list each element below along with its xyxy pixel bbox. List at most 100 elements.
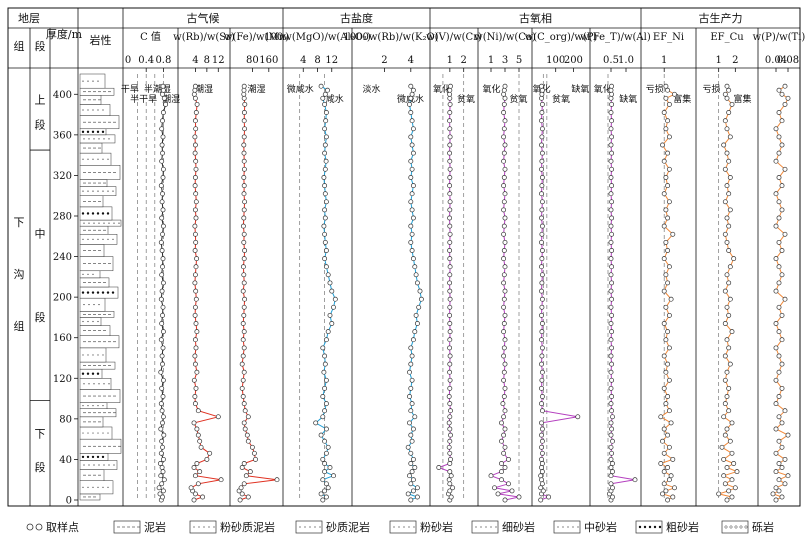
data-point (447, 488, 453, 494)
panel-annotation: 潮湿 (247, 83, 265, 95)
header-lithology: 岩性 (90, 33, 112, 47)
data-point (408, 481, 414, 487)
data-point (409, 118, 415, 124)
data-point (200, 494, 206, 500)
data-point (194, 369, 200, 375)
bed-pattern (101, 212, 105, 215)
data-point (323, 426, 329, 432)
legend-label: 粗砂岩 (666, 520, 699, 534)
data-point (665, 432, 671, 438)
panel-annotation: 缺氧 (571, 83, 589, 95)
x-tick-label: 4 (300, 55, 306, 66)
data-point (539, 207, 545, 213)
data-point (447, 199, 453, 205)
data-point (609, 345, 615, 351)
data-point (159, 142, 165, 148)
data-point (776, 134, 782, 140)
data-point (193, 158, 199, 164)
data-point (608, 432, 614, 438)
bed-pattern (81, 291, 85, 294)
data-point (412, 329, 418, 335)
data-point (323, 199, 329, 205)
data-point (447, 231, 453, 237)
data-point (159, 321, 165, 326)
data-point (242, 296, 248, 302)
data-point (773, 485, 779, 491)
data-point (320, 456, 326, 462)
data-point (665, 329, 671, 335)
x-tick-label: 0.5 (603, 55, 619, 66)
data-point (776, 175, 782, 180)
data-point (727, 175, 733, 180)
frame (7, 7, 801, 507)
x-tick-label: 1 (488, 55, 494, 66)
data-point (779, 385, 785, 391)
data-point (447, 288, 453, 294)
x-tick-label: 2 (732, 55, 738, 66)
data-point (501, 101, 507, 107)
data-point (724, 83, 730, 89)
data-point (447, 345, 453, 351)
data-point (241, 183, 247, 189)
data-point (331, 473, 336, 479)
data-point (502, 239, 508, 245)
data-point (539, 353, 545, 359)
bed-pattern (106, 212, 110, 215)
data-point (539, 304, 545, 310)
data-point (539, 256, 545, 262)
data-point (666, 477, 672, 483)
data-point (160, 361, 165, 367)
data-point (242, 199, 248, 205)
data-point (207, 450, 213, 456)
data-point (773, 426, 779, 432)
data-point (244, 432, 250, 438)
data-point (727, 361, 733, 367)
data-point (539, 361, 544, 367)
data-point (447, 426, 453, 432)
data-point (320, 394, 326, 399)
panel-title: 1000w(Rb)/w(K₂O) (343, 32, 438, 43)
data-point (242, 126, 248, 132)
header-cat_redox: 古氧相 (519, 11, 552, 25)
data-point (502, 361, 508, 367)
data-point (501, 231, 507, 237)
data-point (609, 118, 615, 124)
data-point (448, 473, 454, 479)
data-point (405, 491, 411, 497)
data-point (661, 321, 667, 326)
data-point (447, 401, 453, 407)
data-point (773, 126, 779, 132)
data-point (501, 256, 507, 262)
data-point (409, 377, 415, 383)
data-point (670, 456, 676, 462)
data-point (724, 126, 730, 132)
data-point (163, 101, 169, 107)
data-point (160, 223, 166, 229)
data-point (158, 183, 164, 189)
data-point (192, 473, 198, 479)
data-point (729, 477, 735, 483)
data-point (773, 158, 779, 164)
data-point (240, 321, 246, 326)
data-point (194, 329, 200, 335)
data-point (447, 353, 453, 359)
data-point (501, 110, 507, 115)
legend-swatch-sample (26, 523, 34, 531)
legend-pattern (314, 526, 316, 528)
data-point (408, 461, 414, 466)
data-point (608, 87, 614, 93)
data-point (242, 101, 248, 107)
bed-pattern (81, 372, 85, 375)
data-point (539, 199, 545, 205)
bed-pattern (102, 486, 104, 488)
data-point (610, 438, 615, 444)
legend-swatch (295, 520, 323, 534)
x-tick-label: 2 (381, 55, 387, 66)
data-point (502, 497, 508, 503)
data-point (499, 469, 504, 475)
data-point (447, 183, 453, 189)
bed-pattern (97, 405, 99, 407)
data-point (609, 134, 615, 140)
legend-label: 砾岩 (752, 520, 774, 534)
